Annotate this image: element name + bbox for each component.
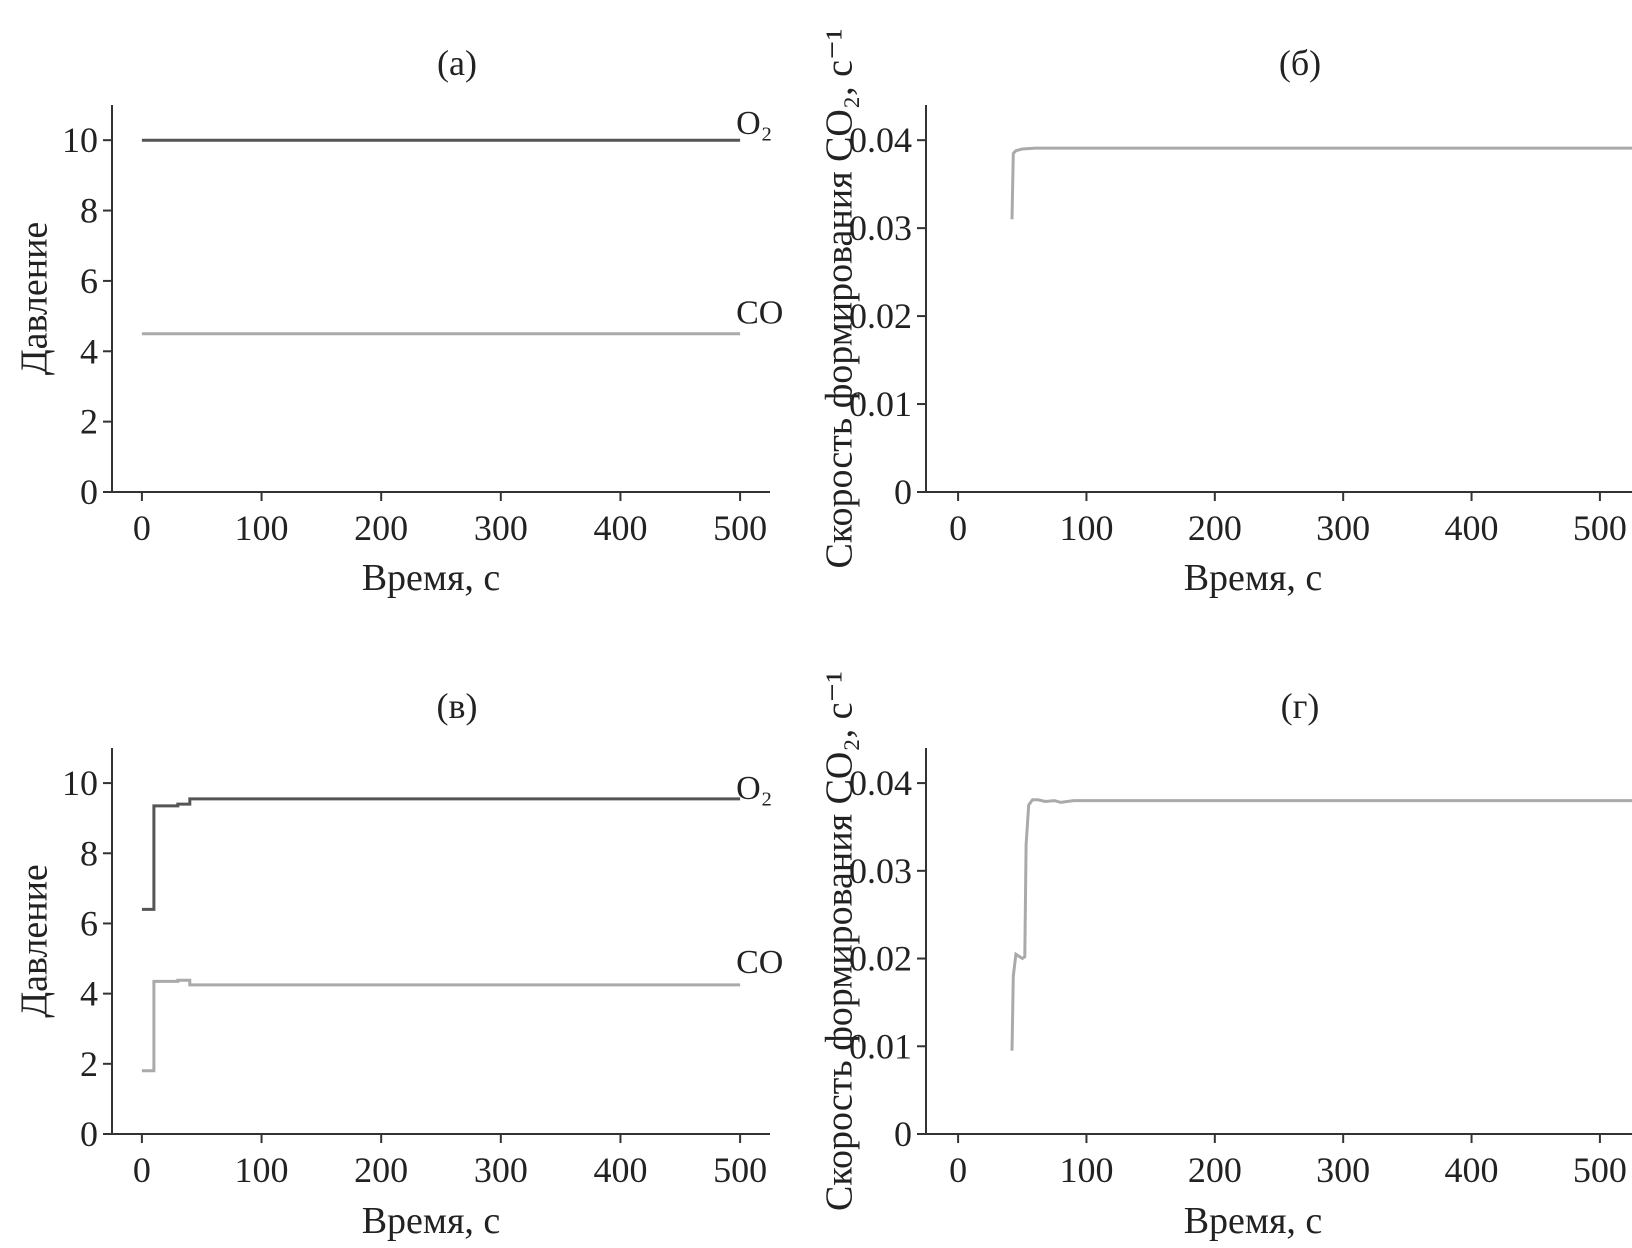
y-axis-label: Скорость формирования CO₂, с⁻¹ [819, 29, 861, 569]
x-tick-label: 200 [1188, 1150, 1242, 1190]
x-tick-label: 500 [1573, 1150, 1627, 1190]
panel-title: (а) [437, 43, 477, 83]
y-axis-label: Давление [14, 864, 56, 1018]
y-tick-label: 0.01 [849, 1026, 912, 1066]
y-tick-label: 2 [80, 402, 98, 442]
y-tick-label: 8 [80, 191, 98, 231]
y-tick-label: 0.04 [849, 763, 912, 803]
y-tick-label: 0.02 [849, 939, 912, 979]
panel-b-co2-rate-chart: 0 100 200 300 400 500 0 0.01 0.02 0.03 0.04 (б) Врем… [819, 29, 1632, 599]
series-line-co [141, 978, 741, 1073]
x-tick-label: 0 [133, 1150, 151, 1190]
y-tick-label: 0.03 [849, 208, 912, 248]
y-tick-label: 0.04 [849, 120, 912, 160]
y-tick-label: 0.03 [849, 851, 912, 891]
series-label: O₂ [736, 105, 772, 142]
y-tick-label: 0 [80, 1114, 98, 1154]
series-label: CO [736, 944, 783, 981]
x-tick-label: 300 [1316, 508, 1370, 548]
x-tick-label: 400 [1445, 1150, 1499, 1190]
x-tick-label: 500 [713, 1150, 767, 1190]
y-tick-label: 6 [80, 903, 98, 943]
x-tick-label: 200 [354, 1150, 408, 1190]
x-tick-label: 0 [949, 1150, 967, 1190]
y-axis-label: Скорость формирования CO₂, с⁻¹ [819, 671, 861, 1211]
x-tick-label: 0 [949, 508, 967, 548]
y-tick-label: 0 [80, 472, 98, 512]
panel-a-pressure-chart: 0 100 200 300 400 500 0 2 4 6 8 10 (а) Время, с Давлен… [14, 43, 784, 599]
x-axis-label: Время, с [1184, 557, 1323, 599]
x-tick-label: 300 [474, 1150, 528, 1190]
x-tick-label: 200 [354, 508, 408, 548]
panel-d-co2-rate-chart: 0 100 200 300 400 500 0 0.01 0.02 0.03 0.04 (г) Врем… [819, 671, 1632, 1242]
x-tick-label: 200 [1188, 508, 1242, 548]
y-tick-label: 2 [80, 1044, 98, 1084]
x-axis-label: Время, с [1184, 1200, 1323, 1242]
x-tick-label: 100 [1059, 508, 1113, 548]
panel-title: (б) [1279, 43, 1321, 83]
y-tick-label: 0 [894, 472, 912, 512]
panel-title: (в) [437, 686, 478, 726]
x-axis-label: Время, с [362, 557, 501, 599]
y-axis-label: Давление [14, 222, 56, 376]
x-tick-label: 300 [1316, 1150, 1370, 1190]
x-tick-label: 400 [593, 508, 647, 548]
y-tick-label: 0.01 [849, 384, 912, 424]
x-tick-label: 100 [235, 508, 289, 548]
series-label: O₂ [736, 770, 772, 807]
x-tick-label: 500 [1573, 508, 1627, 548]
series-label: CO [736, 295, 783, 332]
y-tick-label: 6 [80, 261, 98, 301]
series-line-rate [1010, 798, 1632, 1051]
panel-title: (г) [1281, 686, 1320, 726]
series-line-o [141, 797, 741, 911]
x-tick-label: 400 [1445, 508, 1499, 548]
y-tick-label: 4 [80, 974, 98, 1014]
y-tick-label: 10 [62, 763, 98, 803]
x-tick-label: 400 [593, 1150, 647, 1190]
y-tick-label: 0.02 [849, 296, 912, 336]
x-axis-label: Время, с [362, 1200, 501, 1242]
series-line-rate [1010, 146, 1632, 220]
y-tick-label: 10 [62, 120, 98, 160]
y-tick-label: 4 [80, 331, 98, 371]
x-tick-label: 100 [235, 1150, 289, 1190]
x-tick-label: 300 [474, 508, 528, 548]
panel-c-pressure-chart: 0 100 200 300 400 500 0 2 4 6 8 10 (в) Время, с Давлен… [14, 686, 784, 1242]
x-tick-label: 500 [713, 508, 767, 548]
x-tick-label: 0 [133, 508, 151, 548]
x-tick-label: 100 [1059, 1150, 1113, 1190]
y-tick-label: 0 [894, 1114, 912, 1154]
y-tick-label: 8 [80, 833, 98, 873]
